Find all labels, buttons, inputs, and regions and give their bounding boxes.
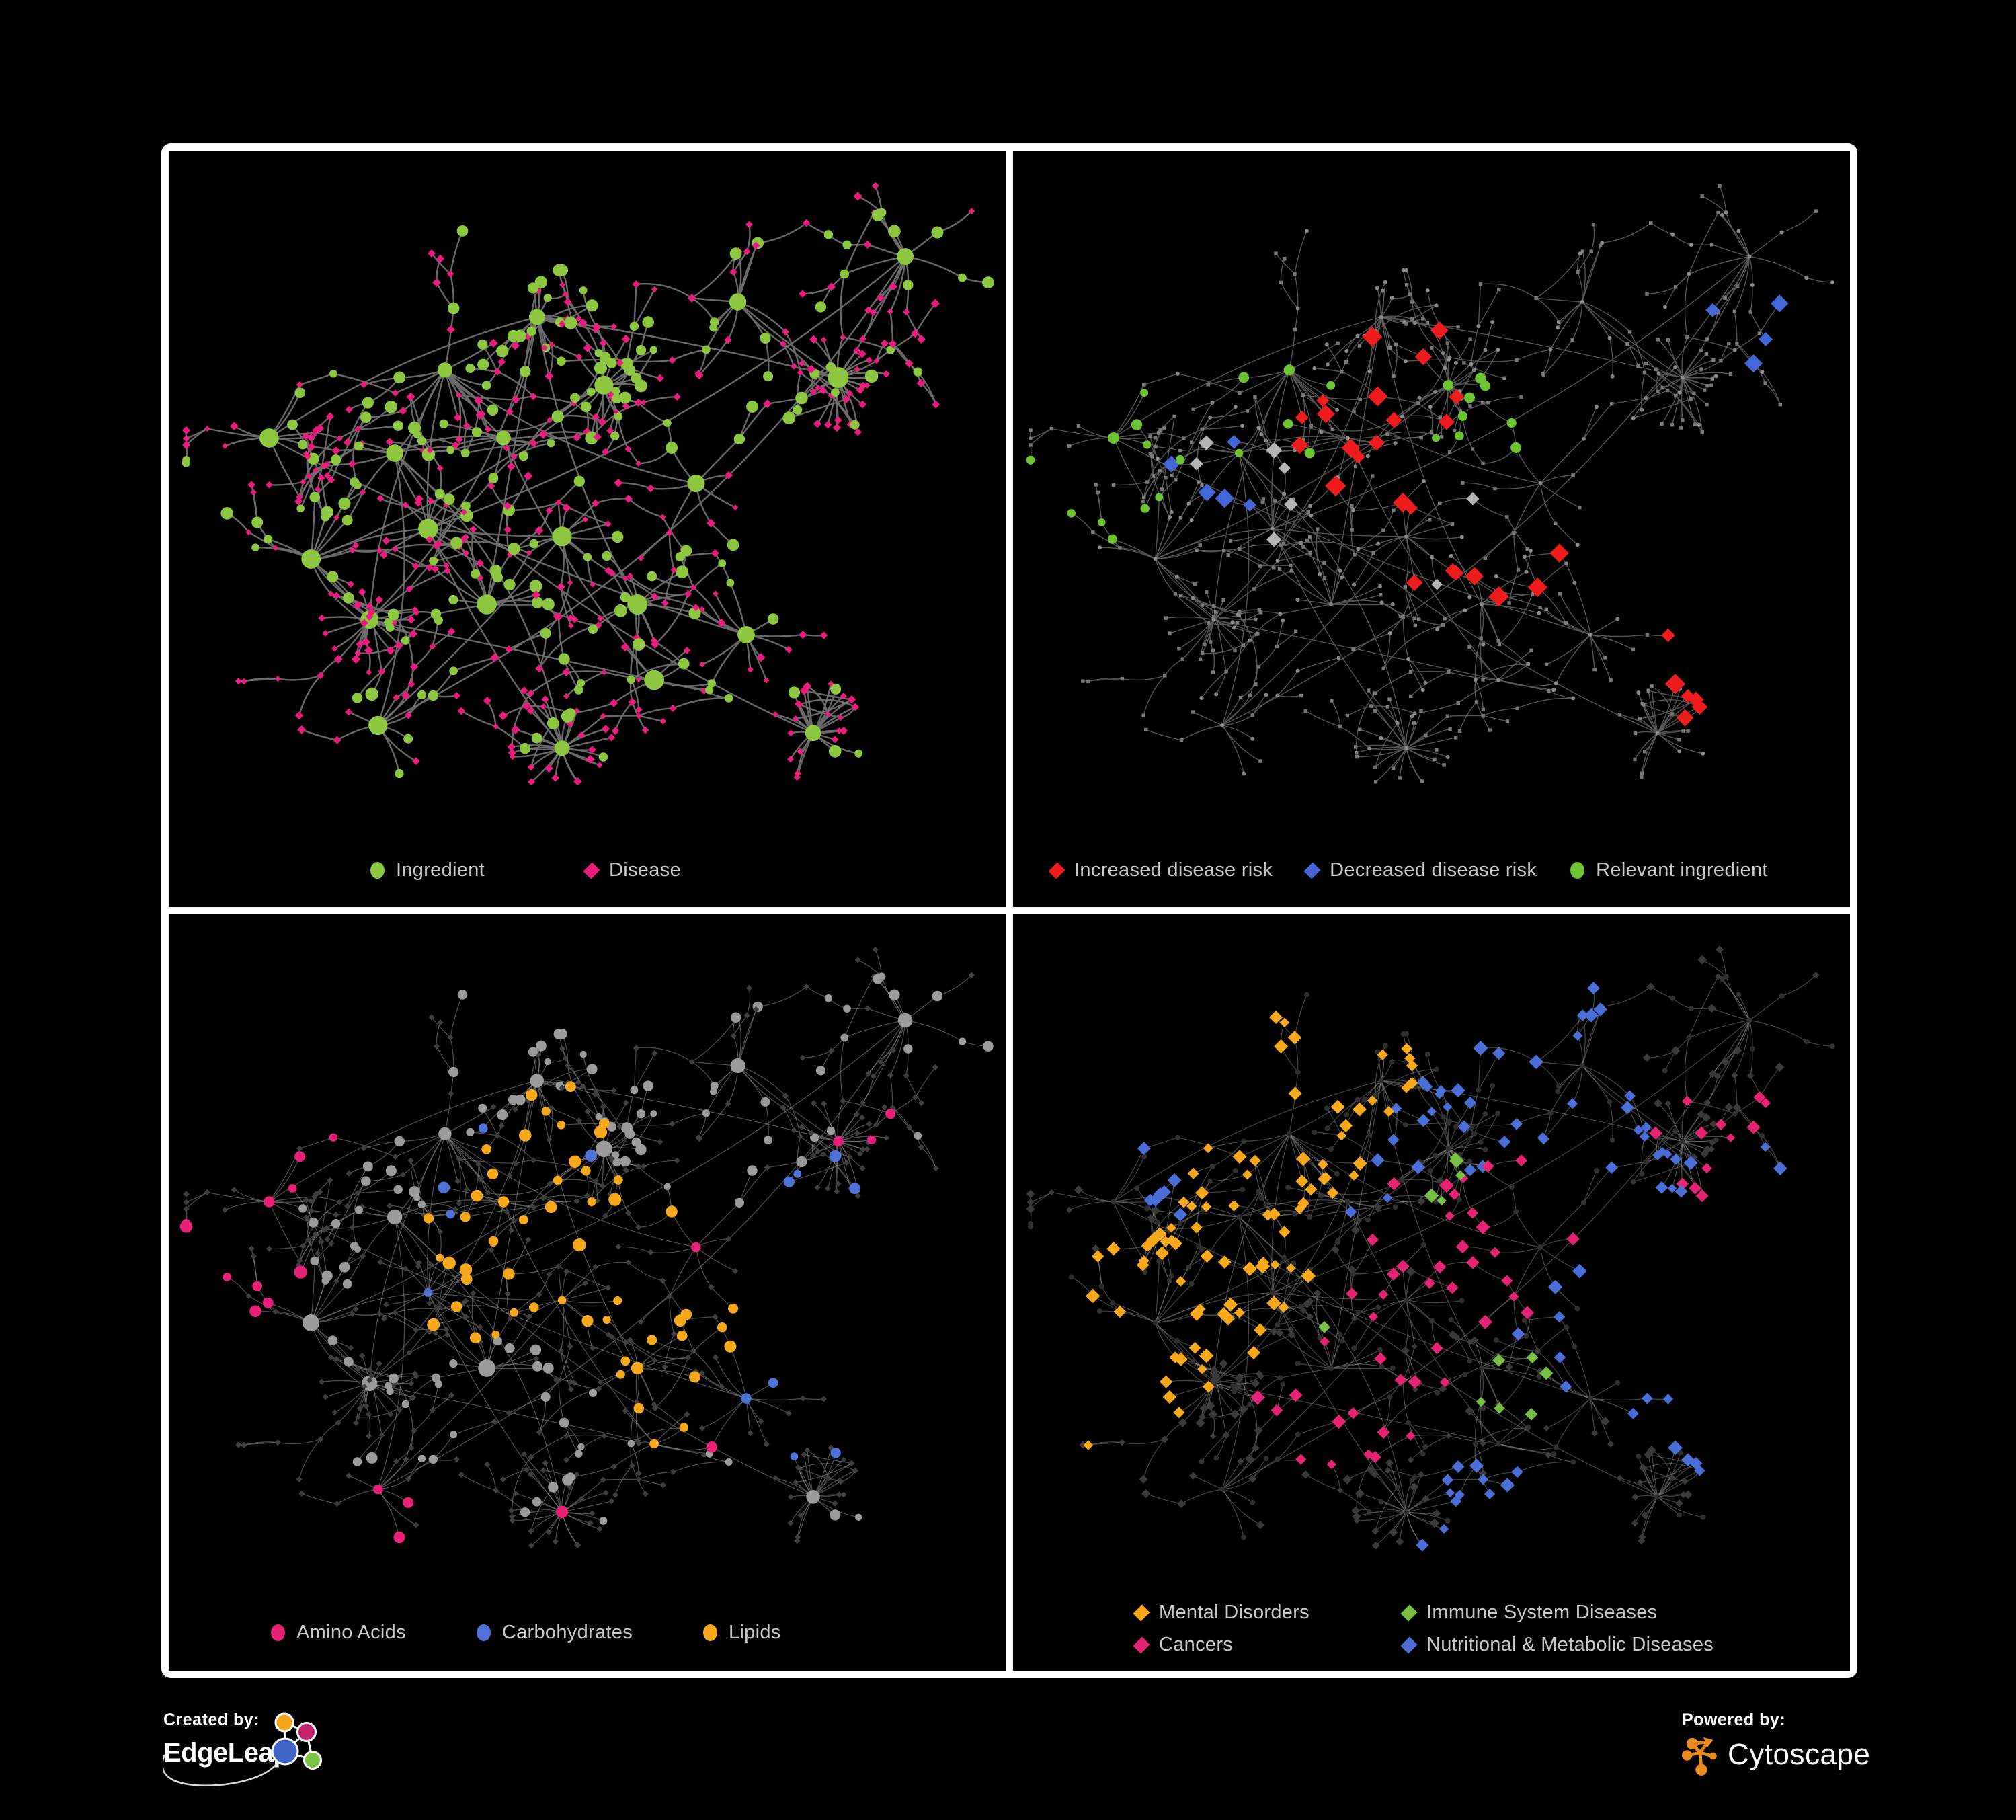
network-graph-disease-risk	[1026, 184, 1834, 784]
legend-swatch-diamond	[1133, 1636, 1150, 1654]
legend-label: Ingredient	[396, 859, 485, 881]
legend-label: Decreased disease risk	[1330, 859, 1537, 881]
legend-label: Carbohydrates	[501, 1622, 633, 1643]
legend-swatch-diamond	[1400, 1636, 1418, 1654]
legend-item: Decreased disease risk	[1303, 859, 1537, 881]
legend-item: Nutritional & Metabolic Diseases	[1400, 1634, 1714, 1656]
legend-label: Lipids	[729, 1622, 781, 1643]
legend-swatch-diamond	[1303, 861, 1321, 879]
legend-label: Amino Acids	[296, 1622, 406, 1643]
legend-swatch-diamond	[1048, 861, 1065, 879]
legend-label: Nutritional & Metabolic Diseases	[1426, 1634, 1714, 1655]
created-by-label: Created by:	[163, 1710, 260, 1729]
legend-swatch-circle	[1570, 862, 1585, 879]
legend-swatch-diamond	[583, 861, 600, 879]
legend-label: Cancers	[1159, 1634, 1234, 1655]
panels-frame: Ingredient Disease Increased disease risk…	[161, 143, 1857, 1678]
legend-swatch-circle	[476, 1624, 491, 1641]
legend-label: Increased disease risk	[1074, 859, 1273, 881]
panel-ingredient-disease: Ingredient Disease	[169, 151, 1006, 907]
legend-swatch-diamond	[1133, 1604, 1150, 1622]
legend-item: Increased disease risk	[1048, 859, 1273, 881]
legend-item: Cancers	[1133, 1634, 1403, 1656]
panel-nutrient-classes: Amino Acids Carbohydrates Lipids	[169, 914, 1006, 1671]
legend-item: Immune System Diseases	[1400, 1601, 1713, 1624]
legend-item: Amino Acids	[271, 1622, 406, 1644]
legend-item: Disease	[583, 859, 681, 881]
cytoscape-logo-icon	[1682, 1737, 1717, 1776]
legend-item: Mental Disorders	[1133, 1601, 1403, 1624]
legend-label: Relevant ingredient	[1596, 859, 1768, 881]
network-graph-nutrient-classes	[179, 946, 994, 1549]
network-graph-ingredient-disease	[182, 182, 994, 786]
edgeleap-credit: Created by: EdgeLeap	[163, 1710, 372, 1805]
powered-by-label: Powered by:	[1682, 1710, 1786, 1729]
network-graph-disease-classes	[1026, 945, 1835, 1552]
cytoscape-credit: Powered by: Cytoscape	[1682, 1710, 1897, 1798]
legend-swatch-circle	[271, 1624, 285, 1641]
legend-disease-classes: Mental Disorders Immune System Diseases Ca…	[1133, 1601, 1714, 1656]
panel-disease-risk: Increased disease risk Decreased disease …	[1013, 151, 1850, 907]
legend-item: Lipids	[703, 1622, 781, 1644]
legend-disease-risk: Increased disease risk Decreased disease …	[1048, 859, 1768, 881]
cytoscape-wordmark: Cytoscape	[1728, 1738, 1871, 1771]
legend-swatch-circle	[370, 862, 385, 879]
legend-label: Mental Disorders	[1159, 1601, 1309, 1623]
legend-label: Disease	[609, 859, 681, 881]
edgeleap-wordmark: EdgeLeap	[163, 1738, 290, 1768]
legend-label: Immune System Diseases	[1426, 1601, 1658, 1623]
panel-disease-classes: Mental Disorders Immune System Diseases Ca…	[1013, 914, 1850, 1671]
legend-item: Relevant ingredient	[1570, 859, 1768, 881]
legend-nutrient-classes: Amino Acids Carbohydrates Lipids	[271, 1622, 781, 1644]
legend-item: Carbohydrates	[476, 1622, 633, 1644]
legend-item: Ingredient	[370, 859, 485, 881]
legend-ingredient-disease: Ingredient Disease	[370, 859, 681, 881]
legend-swatch-diamond	[1400, 1604, 1418, 1622]
legend-swatch-circle	[703, 1624, 717, 1641]
